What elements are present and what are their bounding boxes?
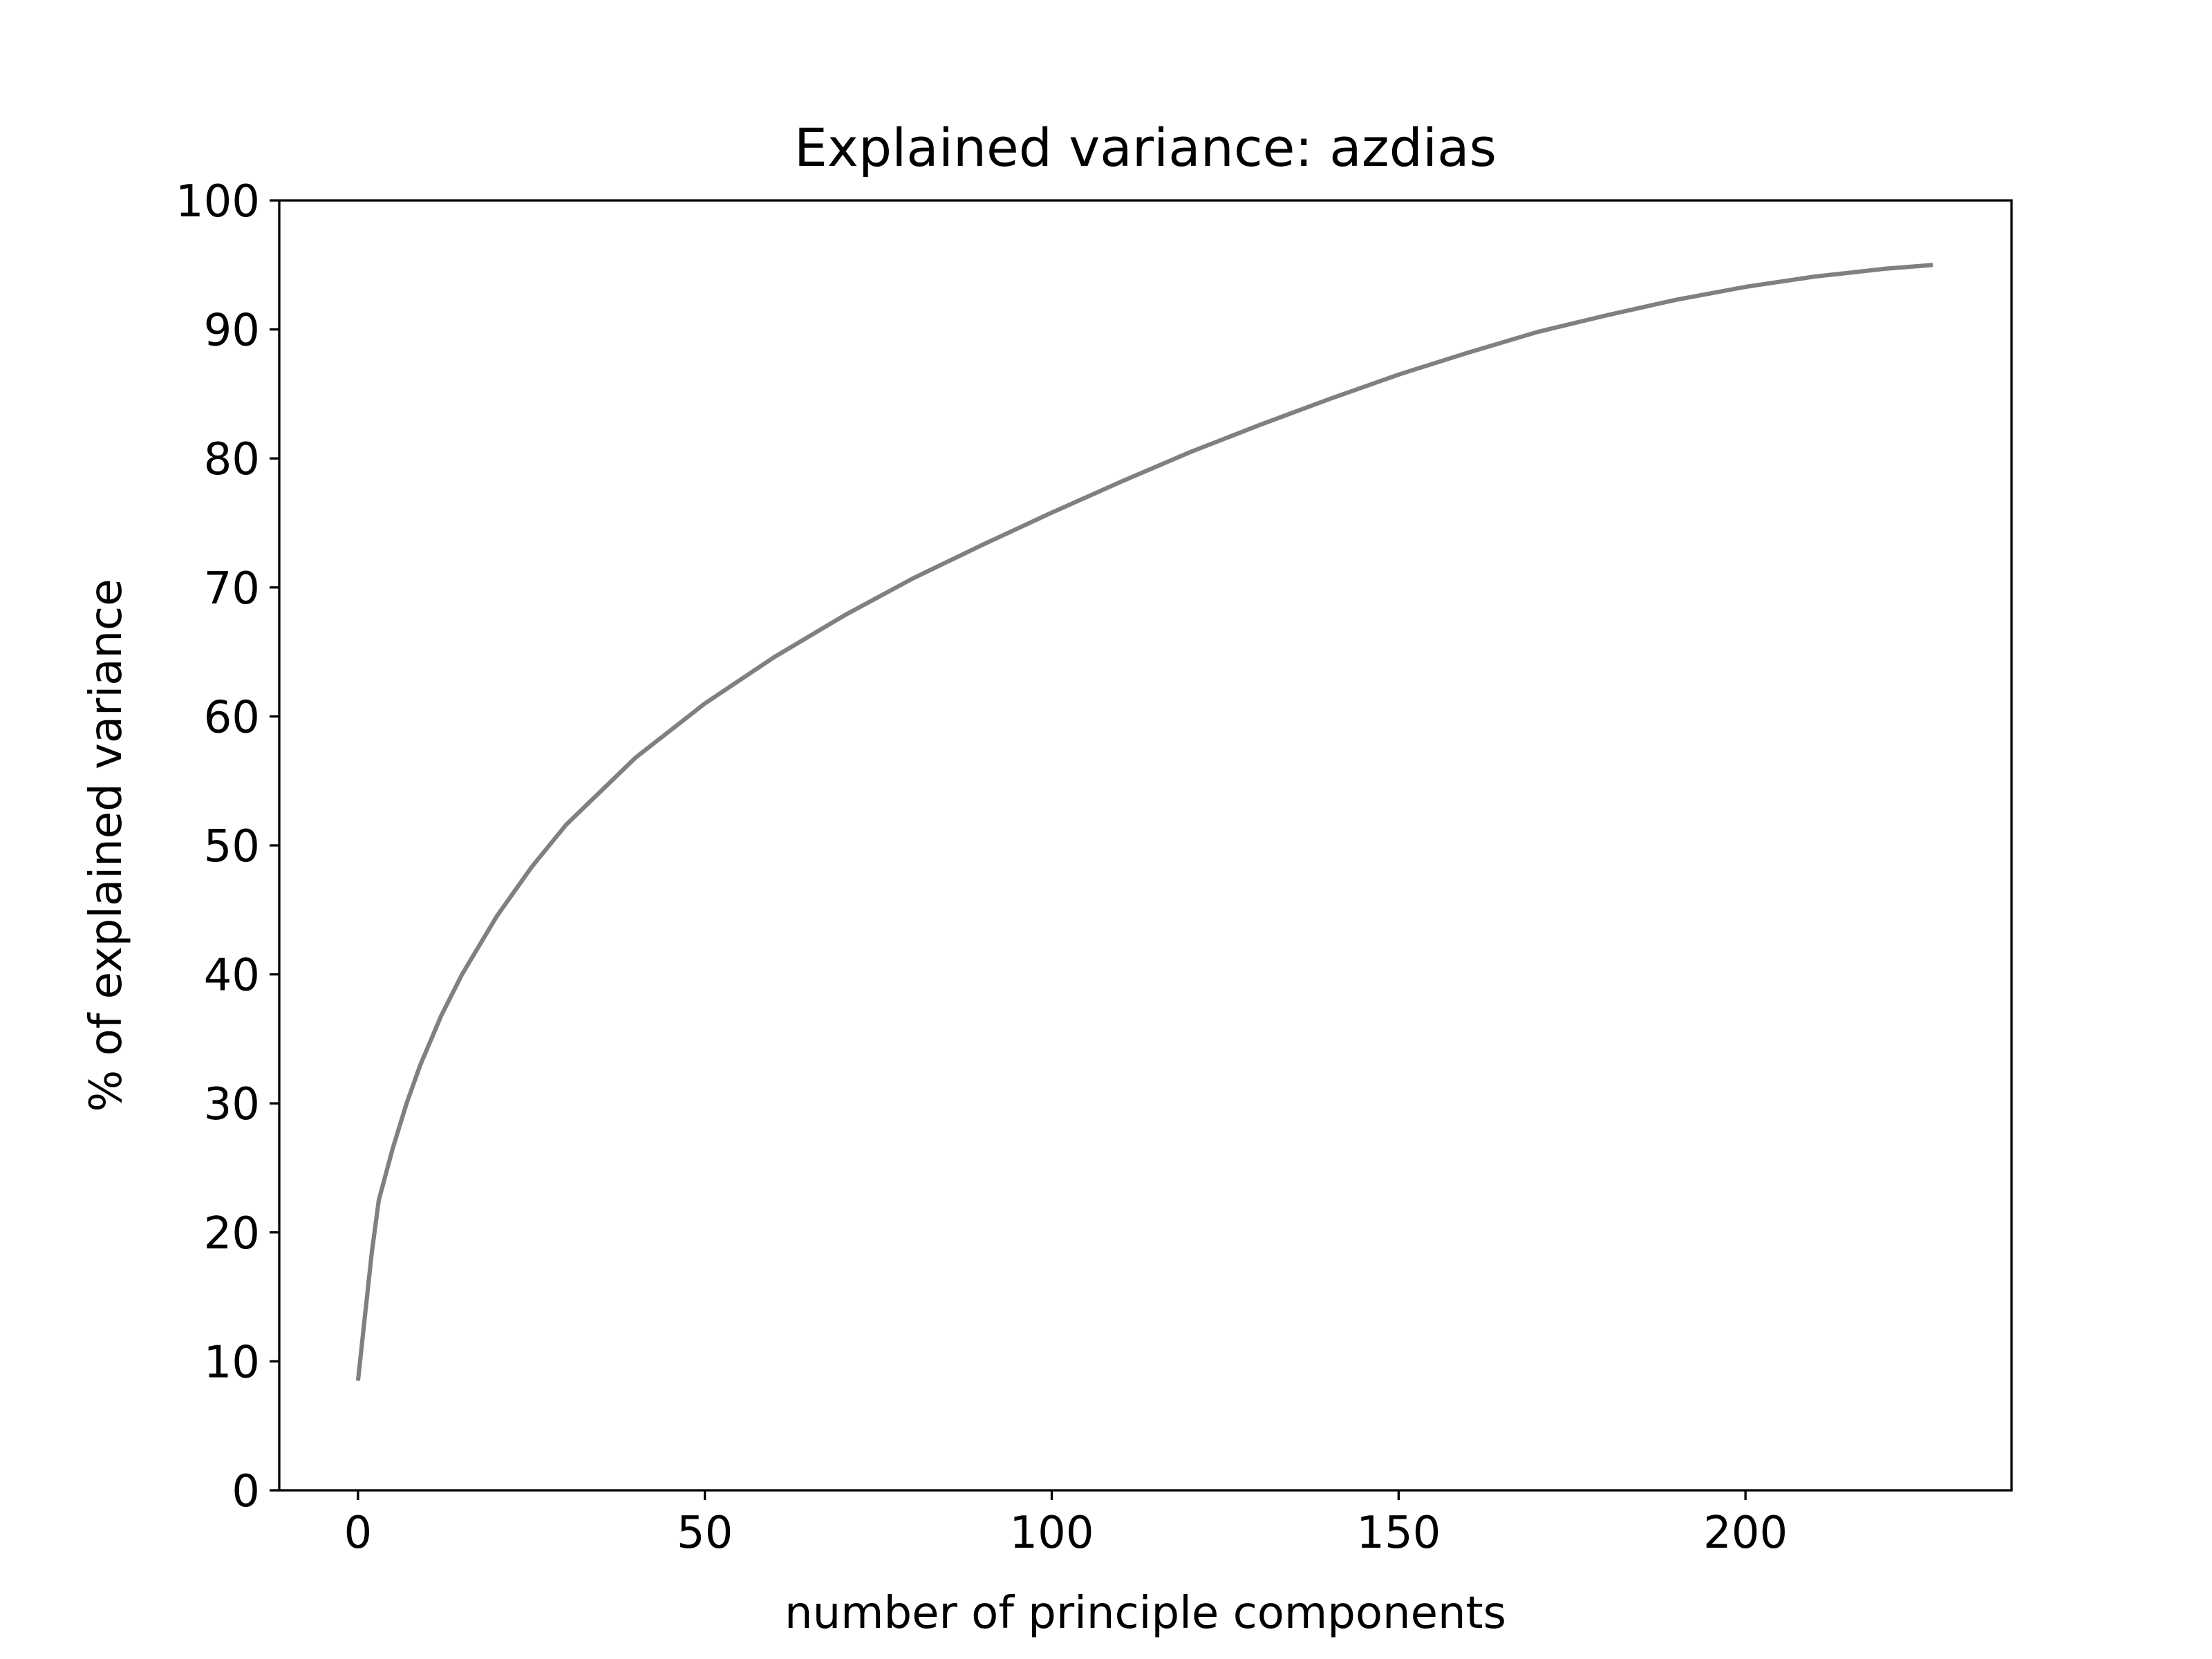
x-tick-label: 0 (344, 1508, 373, 1559)
x-tick-label: 100 (1009, 1508, 1094, 1559)
plot-layer (355, 263, 1933, 1381)
x-tick-label: 150 (1356, 1508, 1441, 1559)
y-axis-label: % of explained variance (81, 579, 132, 1112)
y-tick-label: 20 (204, 1208, 260, 1259)
x-axis-ticks: 0 50 100 150 200 (344, 1490, 1788, 1559)
x-tick-label: 50 (677, 1508, 733, 1559)
y-tick-label: 50 (204, 821, 260, 872)
y-tick-label: 90 (204, 306, 260, 357)
y-tick-label: 10 (204, 1337, 260, 1388)
y-tick-label: 80 (204, 434, 260, 485)
y-tick-label: 100 (176, 176, 260, 227)
y-tick-label: 70 (204, 563, 260, 615)
y-tick-label: 40 (204, 950, 260, 1002)
chart-title: Explained variance: azdias (794, 117, 1497, 178)
y-tick-label: 0 (232, 1466, 260, 1517)
x-tick-label: 200 (1703, 1508, 1788, 1559)
x-axis-label: number of principle components (785, 1588, 1506, 1639)
y-tick-label: 30 (204, 1079, 260, 1130)
series-line-1 (355, 263, 1933, 1381)
y-tick-label: 60 (204, 692, 260, 743)
y-axis-ticks: 0 10 20 30 40 50 60 70 80 90 100 (176, 176, 279, 1517)
